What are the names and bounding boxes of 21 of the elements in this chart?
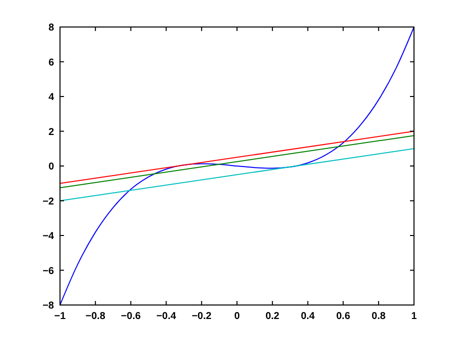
x-tick-label: −0.4 <box>156 311 177 322</box>
y-tick-label: 2 <box>48 126 54 138</box>
x-tick-label: −1 <box>54 311 66 322</box>
y-tick-label: −6 <box>42 266 54 277</box>
x-tick-label: 0.8 <box>372 311 386 322</box>
y-tick-label: 4 <box>48 92 54 103</box>
line-series <box>60 26 414 306</box>
y-tick-label: −4 <box>42 231 54 242</box>
y-tick-label: −8 <box>42 300 54 312</box>
x-tick-label: 1 <box>411 311 418 322</box>
x-tick-label: 0.2 <box>265 311 280 322</box>
x-tick-label: −0.2 <box>192 311 212 322</box>
x-tick-label: 0.4 <box>300 311 316 322</box>
x-tick-label: −0.8 <box>86 311 106 322</box>
y-tick-label: 8 <box>48 22 54 34</box>
y-tick-label: 6 <box>48 57 54 68</box>
x-tick-label: −0.6 <box>120 311 142 322</box>
x-tick-label: 0.6 <box>336 311 351 322</box>
x-tick-label: 0 <box>234 311 240 322</box>
y-tick-label: 0 <box>48 162 54 172</box>
y-tick-label: −2 <box>42 196 54 208</box>
